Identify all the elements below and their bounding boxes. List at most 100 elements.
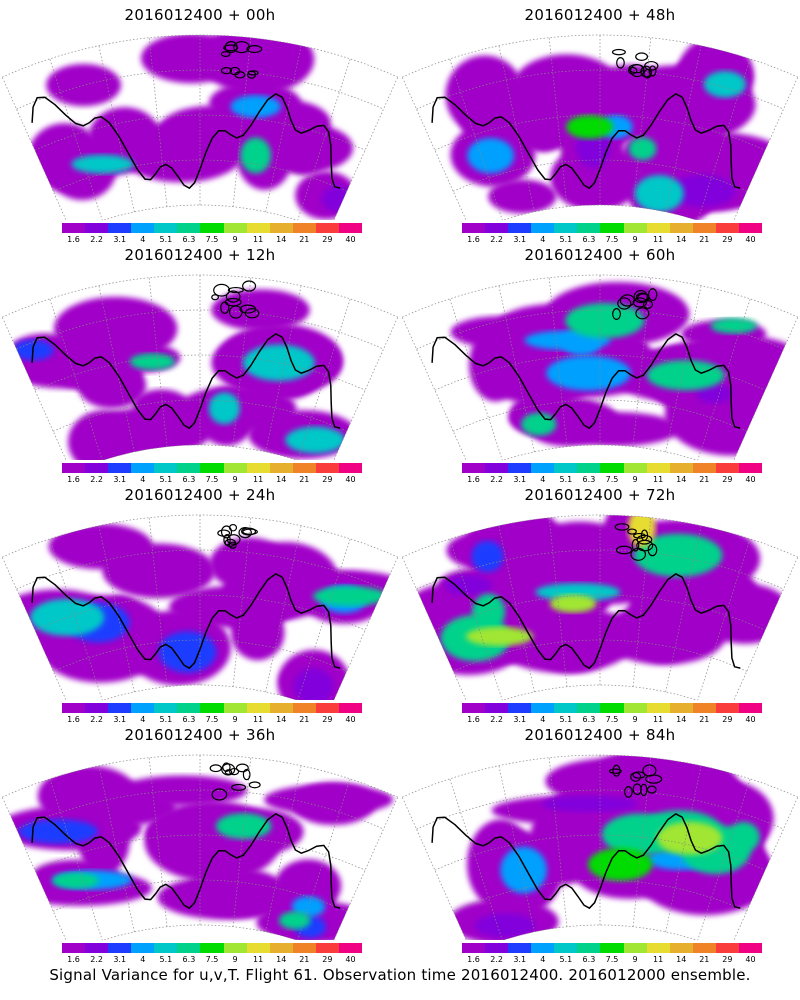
colorbar-label: 3.1 <box>113 235 127 244</box>
colorbar-label: 5.1 <box>559 235 573 244</box>
colorbar-label: 21 <box>299 235 310 244</box>
polar-map <box>401 754 799 940</box>
colorbar-swatch <box>669 703 693 713</box>
colorbar-swatch <box>554 223 578 233</box>
colorbar-label: 11 <box>653 955 664 964</box>
colorbar-swatch <box>600 463 624 473</box>
colorbar-swatch <box>600 223 624 233</box>
colorbar-label: 11 <box>253 955 264 964</box>
colorbar-label: 2.2 <box>490 955 503 964</box>
colorbar-swatch <box>223 463 247 473</box>
colorbar-label: 1.6 <box>67 235 80 244</box>
map-panel: 2016012400 + 72h 1.6 2.2 3.1 4 5.1 6.3 7.5 9 11 14… <box>400 480 800 724</box>
colorbar-label: 4 <box>140 475 146 484</box>
colorbar <box>462 223 763 233</box>
colorbar-label: 5.1 <box>159 475 173 484</box>
colorbar-label: 14 <box>676 475 687 484</box>
colorbar-swatch <box>692 703 716 713</box>
colorbar-label: 7.5 <box>205 235 219 244</box>
colorbar-label: 6.3 <box>182 715 196 724</box>
colorbar-swatch <box>246 703 270 713</box>
colorbar-label: 5.1 <box>159 715 173 724</box>
colorbar-label: 1.6 <box>467 955 480 964</box>
colorbar-swatch <box>85 463 109 473</box>
colorbar-label: 40 <box>745 955 756 964</box>
colorbar-label: 9 <box>232 715 238 724</box>
coastline <box>31 333 341 430</box>
colorbar <box>462 463 763 473</box>
colorbar-label: 6.3 <box>582 475 596 484</box>
colorbar-label: 29 <box>322 715 333 724</box>
colorbar-swatch <box>177 943 201 953</box>
colorbar-label: 29 <box>722 235 733 244</box>
colorbar-swatch <box>646 463 670 473</box>
variance-field <box>445 36 785 220</box>
colorbar-swatch <box>600 943 624 953</box>
colorbar-swatch <box>85 223 109 233</box>
colorbar-swatch <box>577 463 601 473</box>
colorbar-swatch <box>669 463 693 473</box>
colorbar-label: 5.1 <box>559 715 573 724</box>
colorbar-label: 5.1 <box>559 955 573 964</box>
arctic-islands <box>611 48 659 79</box>
colorbar-swatch <box>315 703 339 713</box>
colorbar-swatch <box>508 703 532 713</box>
colorbar-swatch <box>108 463 132 473</box>
colorbar-label: 2.2 <box>490 715 503 724</box>
colorbar-labels: 1.6 2.2 3.1 4 5.1 6.3 7.5 9 11 14 21 29 40 <box>62 475 362 485</box>
colorbar-label: 2.2 <box>90 955 103 964</box>
panel-title: 2016012400 + 84h <box>524 726 676 744</box>
colorbar-label: 1.6 <box>467 475 480 484</box>
colorbar-label: 3.1 <box>513 475 527 484</box>
colorbar-label: 11 <box>253 475 264 484</box>
arctic-islands <box>612 288 658 320</box>
colorbar-swatch <box>85 703 109 713</box>
colorbar-swatch <box>692 943 716 953</box>
colorbar-swatch <box>269 463 293 473</box>
colorbar-label: 14 <box>676 955 687 964</box>
colorbar-label: 9 <box>232 475 238 484</box>
colorbar-label: 21 <box>699 955 710 964</box>
colorbar-swatch <box>338 703 363 713</box>
colorbar-swatch <box>292 223 316 233</box>
colorbar-swatch <box>738 223 763 233</box>
colorbar-label: 5.1 <box>559 475 573 484</box>
coastline <box>431 333 741 430</box>
colorbar-swatch <box>600 703 624 713</box>
arctic-islands <box>608 764 663 798</box>
colorbar-label: 21 <box>699 475 710 484</box>
coastline <box>31 93 341 190</box>
coastline <box>431 573 741 670</box>
colorbar-swatch <box>200 943 224 953</box>
colorbar-label: 7.5 <box>205 475 219 484</box>
colorbar <box>462 703 763 713</box>
colorbar-swatch <box>485 223 509 233</box>
panel-title: 2016012400 + 36h <box>124 726 276 744</box>
colorbar-swatch <box>131 703 155 713</box>
colorbar-label: 14 <box>676 235 687 244</box>
colorbar-label: 40 <box>745 715 756 724</box>
colorbar-label: 11 <box>653 475 664 484</box>
colorbar-label: 14 <box>276 715 287 724</box>
colorbar-swatch <box>315 943 339 953</box>
variance-field <box>2 289 358 460</box>
variance-field <box>2 523 398 700</box>
colorbar-swatch <box>154 223 178 233</box>
colorbar-label: 1.6 <box>67 715 80 724</box>
colorbar-labels: 1.6 2.2 3.1 4 5.1 6.3 7.5 9 11 14 21 29 40 <box>462 475 762 485</box>
colorbar-label: 4 <box>540 715 546 724</box>
variance-field <box>450 281 798 456</box>
colorbar-swatch <box>485 463 509 473</box>
variance-field <box>2 765 394 940</box>
colorbar-label: 29 <box>322 955 333 964</box>
colorbar-swatch <box>223 223 247 233</box>
colorbar-labels: 1.6 2.2 3.1 4 5.1 6.3 7.5 9 11 14 21 29 40 <box>462 235 762 245</box>
colorbar-swatch <box>131 223 155 233</box>
graticule <box>1 34 399 220</box>
panel-title: 2016012400 + 00h <box>124 6 276 24</box>
colorbar-swatch <box>738 943 763 953</box>
colorbar-swatch <box>623 703 647 713</box>
colorbar-label: 3.1 <box>513 715 527 724</box>
colorbar-label: 2.2 <box>490 475 503 484</box>
colorbar-label: 21 <box>699 715 710 724</box>
